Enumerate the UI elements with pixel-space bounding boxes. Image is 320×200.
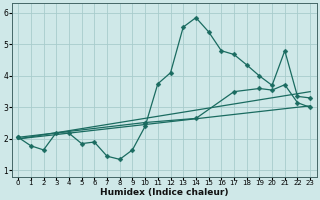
X-axis label: Humidex (Indice chaleur): Humidex (Indice chaleur) <box>100 188 228 197</box>
